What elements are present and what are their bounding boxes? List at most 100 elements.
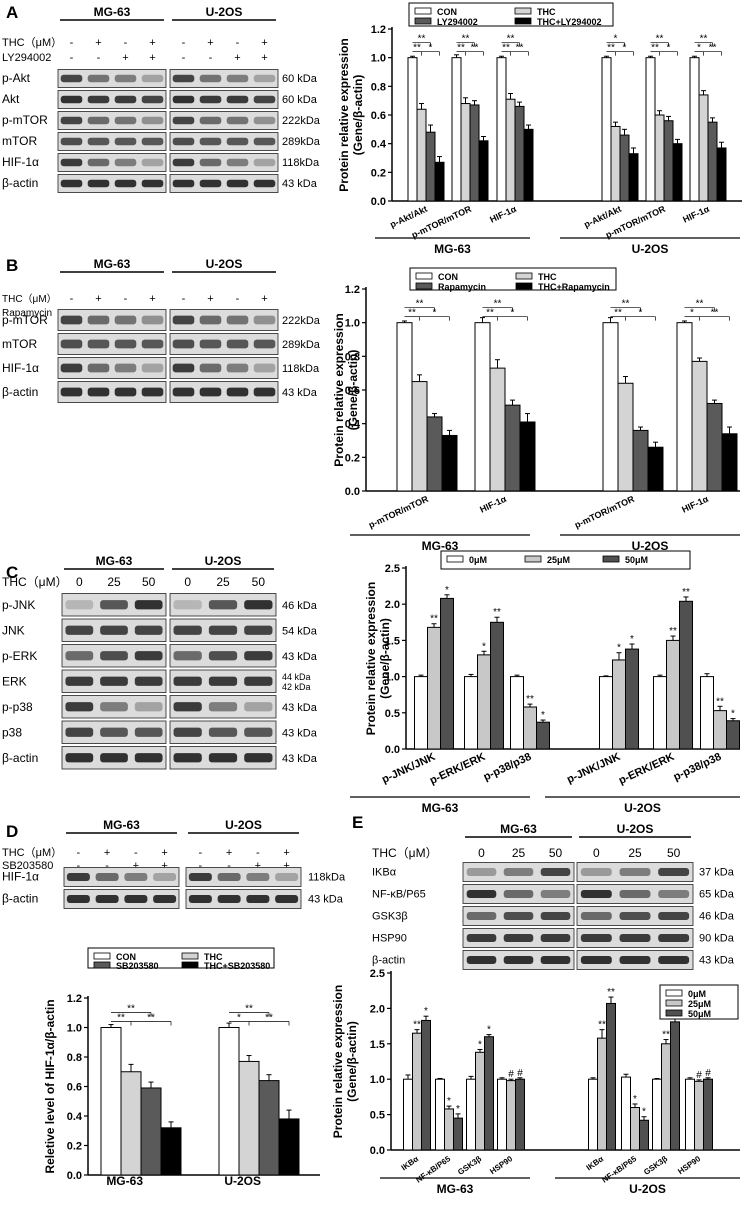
y-tick-label: 0.2 — [345, 452, 360, 464]
bar — [440, 597, 454, 750]
kda-label: 42 kDa — [282, 682, 311, 692]
blot-strip — [63, 889, 180, 909]
bar — [466, 1078, 476, 1151]
protein-band — [114, 74, 137, 83]
kda-label: 118kDa — [282, 363, 320, 375]
bar — [426, 416, 443, 492]
significance-mark: * — [667, 43, 671, 54]
legend-label: 0μM — [688, 989, 706, 999]
protein-band — [60, 363, 83, 373]
bar — [425, 131, 436, 202]
protein-band — [114, 179, 137, 188]
kda-label: 222kDa — [282, 315, 321, 327]
significance-mark: * — [642, 1107, 646, 1118]
panel-letter: E — [352, 813, 363, 832]
protein-band — [124, 895, 148, 903]
protein-band — [199, 339, 222, 349]
bar — [639, 1119, 649, 1151]
protein-band — [87, 339, 110, 349]
bar — [703, 1078, 713, 1151]
y-tick-label: 1.0 — [385, 672, 400, 684]
protein-band — [199, 116, 222, 125]
protein-band — [87, 179, 110, 188]
legend-swatch — [446, 555, 464, 563]
blot-strip — [57, 69, 167, 88]
y-tick-label: 2.0 — [385, 599, 400, 611]
protein-band — [208, 702, 238, 712]
dose-label: 50 — [549, 846, 563, 860]
bar — [706, 402, 723, 492]
significance-mark: * — [630, 634, 634, 645]
dose-label: 25 — [107, 575, 121, 589]
significance-mark: ** — [682, 587, 690, 598]
protein-band — [60, 158, 83, 167]
bar — [403, 1078, 413, 1151]
treatment-sign: - — [199, 847, 203, 859]
y-tick-label: 2.5 — [370, 968, 385, 980]
protein-band — [244, 600, 273, 610]
legend-label: THC — [537, 7, 556, 17]
legend-swatch — [415, 272, 433, 280]
kda-label: 46 kDa — [699, 911, 735, 923]
bar — [612, 659, 626, 750]
y-tick-label: 0.0 — [345, 486, 360, 498]
y-tick-label: 0.4 — [371, 139, 387, 151]
category-label: HSP90 — [676, 1154, 702, 1176]
protein-band — [226, 363, 249, 373]
panel-letter: D — [6, 822, 18, 841]
protein-band — [253, 363, 276, 373]
significance-mark: ** — [418, 34, 426, 45]
protein-label: HIF-1α — [2, 155, 39, 169]
bar — [441, 434, 458, 492]
protein-band — [124, 873, 148, 881]
protein-band — [114, 95, 137, 104]
legend-box — [409, 267, 617, 291]
legend-swatch — [414, 7, 432, 15]
protein-band — [95, 873, 119, 881]
protein-band — [619, 868, 651, 876]
legend-label: THC — [204, 952, 223, 962]
treatment-sign: - — [124, 37, 128, 49]
bar — [412, 1032, 422, 1151]
dose-label: 50 — [667, 846, 681, 860]
legend-label: 25μM — [547, 555, 570, 565]
bar — [694, 1080, 704, 1151]
protein-band — [172, 95, 195, 104]
kda-label: 60 kDa — [282, 94, 318, 106]
protein-band — [141, 116, 164, 125]
protein-band — [244, 676, 273, 686]
legend-swatch — [415, 282, 433, 290]
kda-label: 43 kDa — [282, 178, 318, 190]
cell-line-label: MG-63 — [500, 822, 537, 836]
protein-band — [153, 873, 177, 881]
treatment-sign: - — [182, 52, 186, 64]
protein-band — [141, 158, 164, 167]
legend-label: THC — [538, 272, 557, 282]
treatment-sign: + — [133, 860, 139, 872]
significance-mark: ** — [457, 43, 465, 54]
blot-strip — [169, 153, 279, 172]
protein-band — [114, 137, 137, 146]
treatment-sign: + — [207, 37, 213, 49]
y-axis-label: (Gene/β-actin) — [346, 350, 360, 431]
treatment-sign: + — [207, 293, 213, 305]
significance-mark: ** — [526, 694, 534, 705]
protein-band — [208, 676, 238, 686]
legend-box — [408, 2, 614, 27]
y-axis-label: Protein relative expression — [332, 313, 346, 466]
group-label: MG-63 — [422, 539, 459, 553]
blot-strip — [185, 889, 302, 909]
significance-mark: * — [456, 1104, 460, 1115]
significance-mark: ** — [598, 1020, 606, 1031]
legend-swatch — [181, 952, 199, 960]
kda-label: 65 kDa — [699, 889, 735, 901]
treatment-sign: - — [105, 860, 109, 872]
significance-mark: * — [633, 1094, 637, 1105]
treatment-sign: + — [283, 847, 289, 859]
bar — [514, 105, 525, 202]
protein-band — [253, 95, 276, 104]
significance-mark: * — [424, 1006, 428, 1017]
blot-strip — [169, 309, 279, 331]
protein-label: IKBα — [372, 867, 397, 879]
